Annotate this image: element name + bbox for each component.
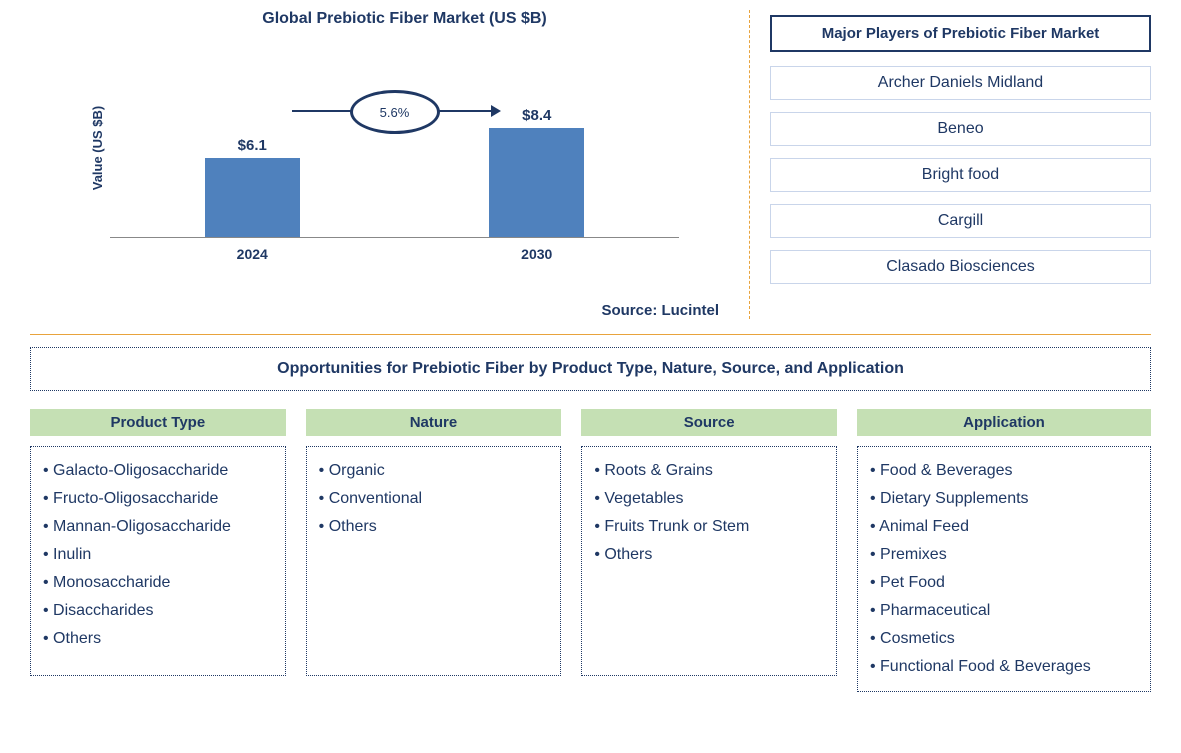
category-column: Product Type Galacto-OligosaccharideFruct… (30, 409, 286, 692)
category-item: Pharmaceutical (870, 597, 1138, 625)
bar-value-label: $8.4 (522, 107, 551, 124)
category-item: Cosmetics (870, 625, 1138, 653)
category-item: Conventional (319, 485, 549, 513)
category-column: Source Roots & GrainsVegetablesFruits Tru… (581, 409, 837, 692)
cagr-value: 5.6% (380, 105, 410, 120)
x-label: 2024 (237, 246, 268, 262)
category-list: Food & BeveragesDietary SupplementsAnima… (857, 446, 1151, 692)
category-item: Others (319, 513, 549, 541)
category-header: Application (857, 409, 1151, 436)
bar-group-2024: $6.1 (205, 137, 300, 237)
cagr-callout: 5.6% (350, 90, 440, 134)
category-list: Roots & GrainsVegetablesFruits Trunk or … (581, 446, 837, 676)
top-section: Global Prebiotic Fiber Market (US $B) Va… (30, 10, 1151, 319)
category-column: Nature OrganicConventionalOthers (306, 409, 562, 692)
category-item: Vegetables (594, 485, 824, 513)
category-item: Food & Beverages (870, 457, 1138, 485)
category-item: Galacto-Oligosaccharide (43, 457, 273, 485)
player-item: Beneo (770, 112, 1151, 146)
category-item: Premixes (870, 541, 1138, 569)
bar-value-label: $6.1 (238, 137, 267, 154)
section-divider (30, 334, 1151, 335)
category-item: Monosaccharide (43, 569, 273, 597)
x-label: 2030 (521, 246, 552, 262)
category-item: Others (594, 541, 824, 569)
category-item: Organic (319, 457, 549, 485)
category-item: Inulin (43, 541, 273, 569)
category-item: Others (43, 625, 273, 653)
chart-title: Global Prebiotic Fiber Market (US $B) (90, 10, 719, 28)
bar-group-2030: $8.4 (489, 107, 584, 237)
player-item: Archer Daniels Midland (770, 66, 1151, 100)
bar-2030 (489, 128, 584, 237)
players-title: Major Players of Prebiotic Fiber Market (770, 15, 1151, 52)
category-item: Fructo-Oligosaccharide (43, 485, 273, 513)
category-list: Galacto-OligosaccharideFructo-Oligosacch… (30, 446, 286, 676)
category-list: OrganicConventionalOthers (306, 446, 562, 676)
categories-row: Product Type Galacto-OligosaccharideFruct… (30, 409, 1151, 692)
category-header: Source (581, 409, 837, 436)
category-item: Disaccharides (43, 597, 273, 625)
category-item: Fruits Trunk or Stem (594, 513, 824, 541)
opportunities-title: Opportunities for Prebiotic Fiber by Pro… (30, 347, 1151, 391)
player-item: Cargill (770, 204, 1151, 238)
category-item: Pet Food (870, 569, 1138, 597)
category-header: Product Type (30, 409, 286, 436)
y-axis-label: Value (US $B) (90, 106, 105, 191)
category-column: Application Food & BeveragesDietary Suppl… (857, 409, 1151, 692)
chart-panel: Global Prebiotic Fiber Market (US $B) Va… (30, 10, 750, 319)
players-list: Archer Daniels Midland Beneo Bright food Ca… (770, 66, 1151, 284)
source-attribution: Source: Lucintel (30, 302, 719, 319)
x-axis-labels: 2024 2030 (110, 246, 679, 262)
category-item: Roots & Grains (594, 457, 824, 485)
player-item: Bright food (770, 158, 1151, 192)
bar-2024 (205, 158, 300, 237)
player-item: Clasado Biosciences (770, 250, 1151, 284)
category-header: Nature (306, 409, 562, 436)
category-item: Functional Food & Beverages (870, 653, 1138, 681)
bar-chart: Value (US $B) 5.6% $6.1 $8.4 (110, 58, 679, 238)
category-item: Mannan-Oligosaccharide (43, 513, 273, 541)
category-item: Dietary Supplements (870, 485, 1138, 513)
category-item: Animal Feed (870, 513, 1138, 541)
players-panel: Major Players of Prebiotic Fiber Market … (770, 10, 1151, 319)
